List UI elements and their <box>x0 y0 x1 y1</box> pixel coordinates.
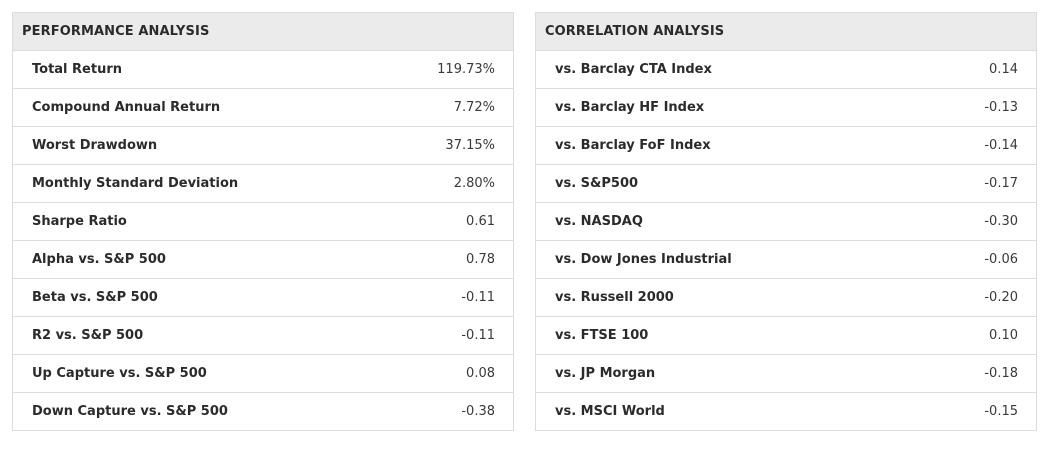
table-row: Compound Annual Return 7.72% <box>13 89 513 127</box>
benchmark-label: vs. NASDAQ <box>555 214 643 229</box>
correlation-value: -0.06 <box>984 252 1018 267</box>
metric-label: Monthly Standard Deviation <box>32 176 239 191</box>
metric-label: Worst Drawdown <box>32 138 158 153</box>
benchmark-label: vs. Barclay CTA Index <box>555 62 712 77</box>
metric-label: Compound Annual Return <box>32 100 221 115</box>
table-row: Up Capture vs. S&P 500 0.08 <box>13 355 513 393</box>
correlation-value: -0.20 <box>984 290 1018 305</box>
metric-value: -0.38 <box>461 404 495 419</box>
table-row: vs. Barclay CTA Index 0.14 <box>536 51 1036 89</box>
metric-value: -0.11 <box>461 290 495 305</box>
table-row: Beta vs. S&P 500 -0.11 <box>13 279 513 317</box>
benchmark-label: vs. Dow Jones Industrial <box>555 252 732 267</box>
table-row: vs. MSCI World -0.15 <box>536 393 1036 430</box>
benchmark-label: vs. Barclay HF Index <box>555 100 705 115</box>
correlation-value: -0.18 <box>984 366 1018 381</box>
metric-value: 37.15% <box>445 138 495 153</box>
correlation-analysis-title: CORRELATION ANALYSIS <box>536 13 1036 51</box>
table-row: vs. NASDAQ -0.30 <box>536 203 1036 241</box>
table-row: Sharpe Ratio 0.61 <box>13 203 513 241</box>
correlation-value: -0.30 <box>984 214 1018 229</box>
table-row: Alpha vs. S&P 500 0.78 <box>13 241 513 279</box>
table-row: vs. S&P500 -0.17 <box>536 165 1036 203</box>
correlation-value: -0.13 <box>984 100 1018 115</box>
metric-value: 2.80% <box>453 176 495 191</box>
benchmark-label: vs. MSCI World <box>555 404 665 419</box>
table-row: Down Capture vs. S&P 500 -0.38 <box>13 393 513 430</box>
table-row: vs. Barclay FoF Index -0.14 <box>536 127 1036 165</box>
table-row: Total Return 119.73% <box>13 51 513 89</box>
metric-value: 0.08 <box>466 366 495 381</box>
performance-analysis-panel: PERFORMANCE ANALYSIS Total Return 119.73… <box>12 12 514 431</box>
table-row: Monthly Standard Deviation 2.80% <box>13 165 513 203</box>
performance-analysis-title: PERFORMANCE ANALYSIS <box>13 13 513 51</box>
benchmark-label: vs. JP Morgan <box>555 366 656 381</box>
metric-label: Alpha vs. S&P 500 <box>32 252 166 267</box>
metric-label: Total Return <box>32 62 123 77</box>
metric-value: 7.72% <box>453 100 495 115</box>
metric-value: -0.11 <box>461 328 495 343</box>
metric-value: 0.61 <box>466 214 495 229</box>
table-row: vs. Barclay HF Index -0.13 <box>536 89 1036 127</box>
metric-label: Sharpe Ratio <box>32 214 127 229</box>
benchmark-label: vs. Barclay FoF Index <box>555 138 711 153</box>
benchmark-label: vs. FTSE 100 <box>555 328 649 343</box>
table-row: vs. JP Morgan -0.18 <box>536 355 1036 393</box>
table-row: Worst Drawdown 37.15% <box>13 127 513 165</box>
metric-value: 119.73% <box>437 62 495 77</box>
correlation-value: 0.14 <box>989 62 1018 77</box>
table-row: vs. FTSE 100 0.10 <box>536 317 1036 355</box>
metric-label: Beta vs. S&P 500 <box>32 290 158 305</box>
metric-label: R2 vs. S&P 500 <box>32 328 144 343</box>
benchmark-label: vs. Russell 2000 <box>555 290 674 305</box>
correlation-value: -0.15 <box>984 404 1018 419</box>
metric-label: Up Capture vs. S&P 500 <box>32 366 207 381</box>
metric-value: 0.78 <box>466 252 495 267</box>
table-row: R2 vs. S&P 500 -0.11 <box>13 317 513 355</box>
correlation-value: -0.14 <box>984 138 1018 153</box>
benchmark-label: vs. S&P500 <box>555 176 639 191</box>
table-row: vs. Russell 2000 -0.20 <box>536 279 1036 317</box>
table-row: vs. Dow Jones Industrial -0.06 <box>536 241 1036 279</box>
correlation-value: 0.10 <box>989 328 1018 343</box>
correlation-value: -0.17 <box>984 176 1018 191</box>
metric-label: Down Capture vs. S&P 500 <box>32 404 228 419</box>
correlation-analysis-panel: CORRELATION ANALYSIS vs. Barclay CTA Ind… <box>535 12 1037 431</box>
